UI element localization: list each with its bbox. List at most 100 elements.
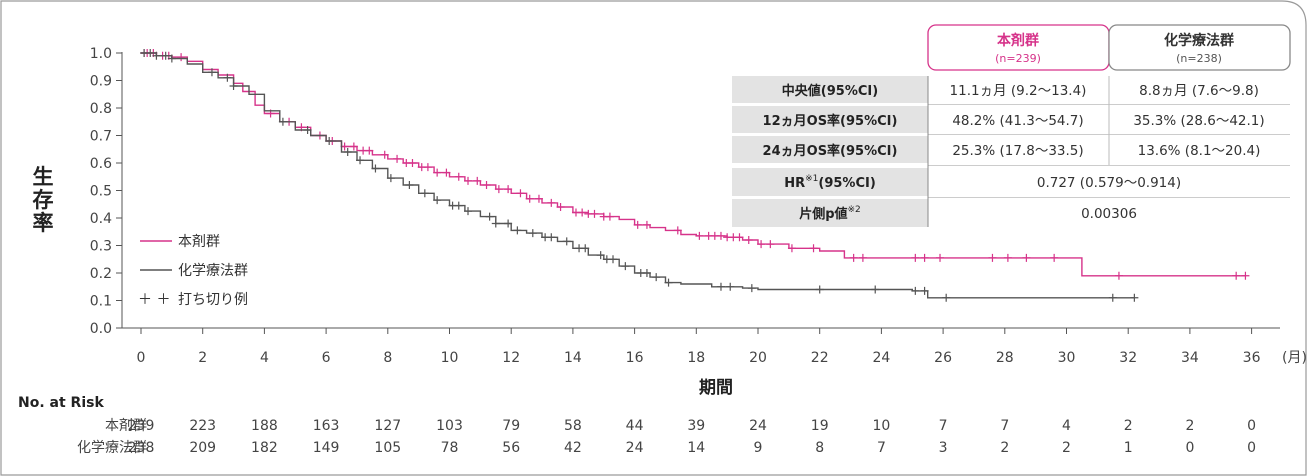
risk-value-treatment: 239 — [128, 418, 155, 434]
censor-mark-treatment — [516, 189, 525, 198]
risk-value-control: 9 — [754, 440, 763, 456]
row-label-hr-ci: (95%CI) — [818, 176, 875, 191]
x-tick-label: 4 — [260, 350, 269, 366]
censor-mark-treatment — [590, 209, 599, 218]
censor-mark-control — [513, 226, 522, 235]
cell-os24-control: 13.6% (8.1〜20.4) — [1138, 143, 1261, 159]
cell-median-control: 8.8ヵ月 (7.6〜9.8) — [1139, 83, 1259, 99]
censor-mark-treatment — [433, 168, 442, 177]
censor-mark-treatment — [349, 142, 358, 151]
censor-mark-control — [504, 219, 513, 228]
censor-mark-control — [386, 174, 395, 183]
legend-label-control: 化学療法群 — [178, 262, 248, 279]
censor-mark-control — [664, 278, 673, 287]
x-tick-label: 2 — [198, 350, 207, 366]
risk-value-treatment: 24 — [749, 418, 767, 434]
risk-value-control: 209 — [189, 440, 216, 456]
row-label-hr-main: HR — [784, 176, 805, 191]
row-label-bg-3 — [732, 168, 928, 196]
x-tick-label: 28 — [996, 350, 1014, 366]
censor-mark-control — [229, 82, 238, 90]
censor-mark-treatment — [408, 159, 417, 167]
risk-value-control: 3 — [939, 440, 948, 456]
risk-value-treatment: 4 — [1062, 418, 1071, 434]
censor-mark-treatment — [578, 208, 587, 217]
censor-mark-control — [303, 126, 312, 134]
censor-mark-control — [167, 54, 176, 63]
x-tick-label: 16 — [626, 350, 644, 366]
censor-mark-treatment — [534, 194, 543, 203]
row-label-os24: 24ヵ月OS率(95%CI) — [763, 143, 898, 159]
risk-value-treatment: 223 — [189, 418, 216, 434]
censor-mark-control — [562, 237, 571, 246]
censor-mark-control — [1130, 293, 1139, 302]
x-tick-label: 20 — [749, 350, 767, 366]
censor-mark-treatment — [695, 231, 704, 240]
censor-mark-treatment — [809, 244, 818, 253]
censor-mark-treatment — [473, 176, 482, 185]
risk-table-title: No. at Risk — [18, 395, 104, 411]
risk-value-control: 238 — [128, 440, 155, 456]
risk-row-label-treatment: 本剤群 — [105, 418, 147, 434]
censor-mark-treatment — [525, 194, 534, 203]
censor-mark-control — [278, 117, 287, 126]
header-box-control — [1108, 24, 1291, 71]
censor-mark-treatment — [673, 226, 682, 235]
x-tick-group: 0 2 4 6 8 10 12 14 16 18 20 22 24 26 28 30 32 34 36 — [137, 328, 1261, 366]
censor-mark-treatment — [642, 220, 651, 229]
cell-os24-treatment: 25.3% (17.8〜33.5) — [952, 143, 1083, 159]
censor-mark-control — [747, 284, 756, 293]
censor-mark-control — [485, 212, 494, 221]
risk-table: No. at Risk 本剤群 化学療法群 239 223 188 163 127 103… — [18, 395, 1256, 456]
row-label-hr-sup: ※1 — [805, 174, 818, 184]
censor-mark-treatment — [849, 253, 858, 262]
cell-os12-treatment: 48.2% (41.3〜54.7) — [952, 113, 1083, 129]
censor-mark-treatment — [787, 244, 796, 253]
y-tick-label: 0.3 — [90, 239, 112, 255]
censor-mark-treatment — [547, 198, 556, 207]
risk-value-control: 105 — [374, 440, 401, 456]
risk-value-treatment: 58 — [564, 418, 582, 434]
risk-value-treatment: 7 — [1000, 418, 1009, 434]
censor-mark-treatment — [1241, 271, 1250, 280]
censor-mark-control — [815, 285, 824, 294]
risk-value-treatment: 79 — [502, 418, 520, 434]
y-tick-label: 0.6 — [90, 156, 112, 172]
censor-mark-control — [1108, 293, 1117, 302]
row-label-pvalue: 片側p値※2 — [799, 205, 861, 222]
risk-value-control: 149 — [313, 440, 340, 456]
risk-value-treatment: 39 — [687, 418, 705, 434]
censor-mark-treatment — [1022, 253, 1031, 262]
y-tick-label: 0.5 — [90, 184, 112, 200]
risk-value-control: 182 — [251, 440, 278, 456]
censor-mark-treatment — [605, 212, 614, 221]
risk-value-control: 1 — [1124, 440, 1133, 456]
censor-mark-treatment — [757, 240, 766, 249]
y-tick-label: 0.2 — [90, 266, 112, 282]
x-tick-label: 22 — [811, 350, 829, 366]
row-label-median: 中央値(95%CI) — [782, 83, 878, 99]
censor-mark-treatment — [766, 240, 775, 249]
censor-mark-control — [491, 219, 500, 228]
x-tick-label: 12 — [502, 350, 520, 366]
risk-value-control: 0 — [1185, 440, 1194, 456]
x-tick-label: 32 — [1119, 350, 1137, 366]
censor-mark-treatment — [633, 220, 642, 229]
x-tick-label: 0 — [137, 350, 146, 366]
censor-mark-control — [942, 293, 951, 302]
censor-mark-treatment — [911, 253, 920, 262]
censor-mark-treatment — [1050, 253, 1059, 262]
y-tick-label: 0.4 — [90, 211, 112, 227]
censor-mark-treatment — [454, 172, 463, 181]
censor-mark-treatment — [1003, 253, 1012, 262]
risk-value-treatment: 44 — [626, 418, 644, 434]
x-tick-label: 8 — [383, 350, 392, 366]
legend: 本剤群 化学療法群 ＋ ＋ 打ち切り例 — [138, 234, 248, 308]
risk-row-label-control: 化学療法群 — [77, 439, 147, 456]
censor-mark-control — [726, 282, 735, 291]
censor-mark-treatment — [936, 253, 945, 262]
censor-mark-treatment — [380, 150, 389, 159]
x-tick-label: 6 — [322, 350, 331, 366]
censor-mark-treatment — [744, 236, 753, 244]
